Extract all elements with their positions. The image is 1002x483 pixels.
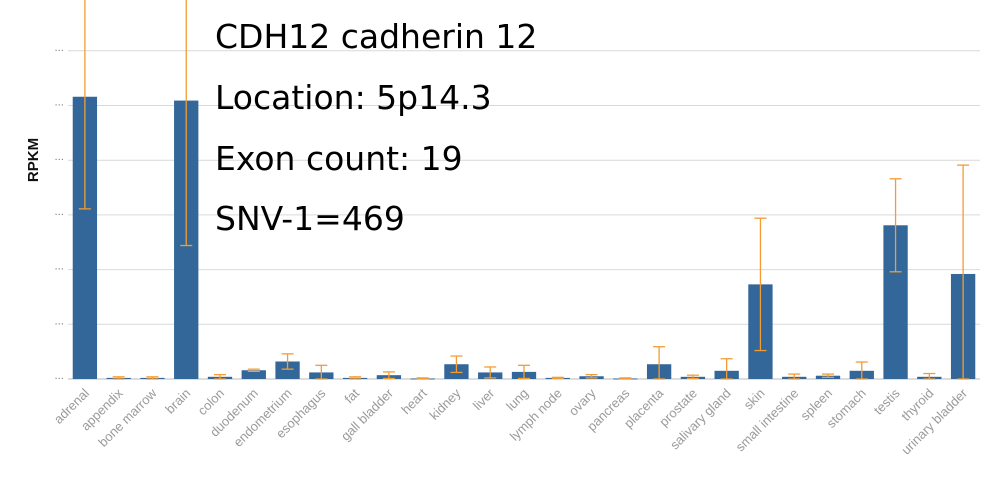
error-bar-adrenal <box>78 0 91 210</box>
gene-exon-count: Exon count: 19 <box>215 139 463 178</box>
bar-endometrium <box>275 361 300 379</box>
error-bar-duodenum <box>247 368 260 372</box>
x-tick-label: skin <box>741 386 768 413</box>
y-tick-labels: ........................ <box>54 43 64 382</box>
gene-info-annotation: CDH12 cadherin 12 Location: 5p14.3 Exon … <box>215 17 537 238</box>
y-tick-label: ... <box>54 43 64 54</box>
error-bar-esophagus <box>315 364 328 380</box>
y-tick-label: ... <box>54 316 64 327</box>
error-bar-spleen <box>822 373 834 379</box>
x-tick-label: fat <box>341 385 362 406</box>
error-bar-bone-marrow <box>146 376 159 380</box>
gene-title: CDH12 cadherin 12 <box>215 17 537 56</box>
error-bar-prostate <box>686 374 699 380</box>
y-tick-label: ... <box>54 98 64 109</box>
error-bar-testis <box>889 178 902 273</box>
y-tick-label: ... <box>54 207 64 218</box>
bar-duodenum <box>241 370 266 379</box>
error-bar-heart <box>416 377 429 380</box>
error-bar-lung <box>518 364 530 380</box>
x-tick-label: kidney <box>426 385 464 423</box>
bars <box>72 96 976 380</box>
y-axis-label: RPKM <box>25 138 42 182</box>
error-bar-endometrium <box>281 353 294 370</box>
x-tick-label: brain <box>162 386 193 417</box>
error-bar-appendix <box>112 376 125 380</box>
y-tick-label: ... <box>54 371 64 382</box>
error-bar-gall-bladder <box>382 371 395 380</box>
error-bar-ovary <box>585 373 598 379</box>
error-bar-brain <box>180 0 193 247</box>
error-bar-fat <box>349 376 362 380</box>
error-bar-small-intestine <box>788 373 801 380</box>
error-bar-colon <box>214 373 226 380</box>
gene-location: Location: 5p14.3 <box>215 78 492 117</box>
error-bar-liver <box>484 366 497 379</box>
error-bar-thyroid <box>923 372 936 380</box>
x-tick-label: liver <box>470 385 498 413</box>
error-bar-pancreas <box>619 377 632 380</box>
gridlines <box>68 50 980 380</box>
error-bar-skin <box>754 217 767 352</box>
error-bar-lymph-node <box>551 376 564 380</box>
error-bar-stomach <box>855 361 868 380</box>
error-bar-salivary-gland <box>720 358 733 380</box>
error-bar-urinary-bladder <box>957 164 970 380</box>
y-tick-label: ... <box>54 152 64 163</box>
gene-snv: SNV-1=469 <box>215 199 405 238</box>
error-bars <box>78 0 970 380</box>
x-tick-label: lung <box>503 386 531 414</box>
error-bar-placenta <box>653 346 666 380</box>
y-tick-label: ... <box>54 262 64 273</box>
error-bar-kidney <box>450 355 463 374</box>
